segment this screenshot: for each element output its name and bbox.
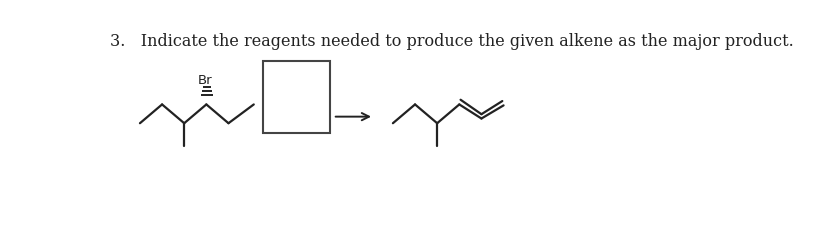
- Text: Br: Br: [198, 73, 213, 87]
- Bar: [264, 61, 330, 133]
- Text: 3.   Indicate the reagents needed to produce the given alkene as the major produ: 3. Indicate the reagents needed to produ…: [110, 33, 794, 50]
